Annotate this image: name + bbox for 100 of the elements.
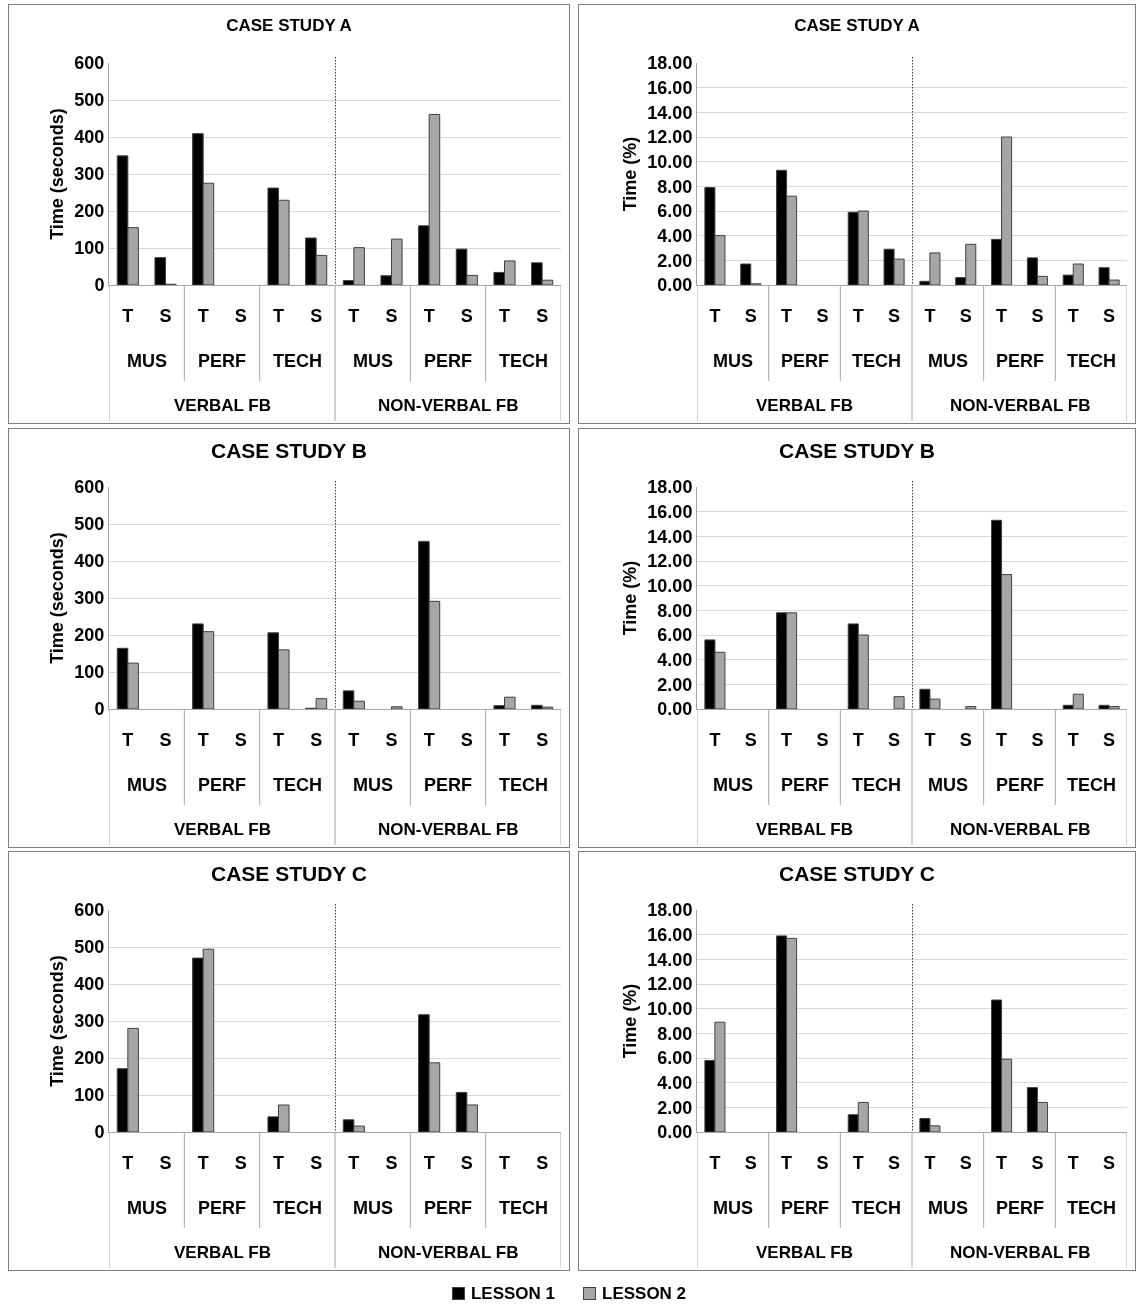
x-tick-label: S: [1031, 1152, 1044, 1173]
x-tick-label: S: [888, 729, 901, 750]
text: NON-VERBAL FB: [950, 820, 1091, 839]
y-tick-label: 600: [74, 900, 105, 921]
y-axis-title: Time (%): [619, 560, 640, 636]
x-tick-label: T: [348, 729, 360, 750]
x-tick-label: S: [460, 1152, 473, 1173]
text: MUS: [127, 1198, 167, 1218]
text: VERBAL FB: [756, 820, 853, 839]
x-tick-label: S: [159, 1152, 172, 1173]
y-tick-label: 500: [74, 937, 105, 958]
y-tick-label: 300: [74, 1011, 105, 1032]
x-tick-label: T: [781, 305, 793, 326]
x-tick-label: T: [122, 729, 134, 750]
x-tick-label: T: [996, 1152, 1008, 1173]
y-tick-label: 0.00: [657, 699, 693, 720]
y-tick-label: 0: [94, 699, 105, 720]
y-tick-label: 600: [74, 53, 105, 74]
y-tick-label: 18.00: [647, 477, 693, 498]
x-tick-label: S: [1031, 729, 1044, 750]
x-tick-label: S: [385, 305, 398, 326]
x-tick-label: S: [310, 1152, 323, 1173]
x-tick-label: T: [122, 1152, 134, 1173]
x-tick-label: S: [159, 305, 172, 326]
y-tick-label: 200: [74, 625, 105, 646]
y-tick-label: 16.00: [647, 924, 693, 945]
x-tick-label: T: [781, 1152, 793, 1173]
y-tick-label: 16.00: [647, 77, 693, 98]
text: TECH: [852, 775, 901, 795]
text: MUS: [353, 775, 393, 795]
text: PERF: [424, 1198, 473, 1218]
y-tick-label: 10.00: [647, 998, 693, 1019]
y-tick-label: 100: [74, 238, 105, 259]
x-tick-label: T: [924, 305, 936, 326]
x-tick-label: S: [959, 729, 972, 750]
text: NON-VERBAL FB: [378, 1243, 519, 1262]
y-tick-label: 400: [74, 127, 105, 148]
x-tick-label: S: [816, 305, 829, 326]
y-axis-title: Time (seconds): [46, 532, 67, 664]
text: TECH: [499, 775, 548, 795]
x-tick-label: T: [852, 305, 864, 326]
text: VERBAL FB: [174, 1243, 271, 1262]
y-tick-label: 500: [74, 514, 105, 535]
x-tick-label: T: [1067, 729, 1079, 750]
chart-title: CASE STUDY B: [211, 438, 367, 462]
y-tick-label: 300: [74, 588, 105, 609]
x-tick-label: T: [1067, 1152, 1079, 1173]
x-tick-label: S: [460, 305, 473, 326]
x-tick-label: T: [348, 1152, 360, 1173]
y-tick-label: 10.00: [647, 575, 693, 596]
x-tick-label: T: [273, 305, 284, 326]
text: MUS: [353, 1198, 393, 1218]
text: MUS: [928, 775, 968, 795]
x-tick-label: T: [197, 729, 209, 750]
text: NON-VERBAL FB: [378, 820, 519, 839]
y-tick-label: 2.00: [657, 674, 693, 695]
y-axis-title: Time (seconds): [46, 108, 67, 240]
y-tick-label: 100: [74, 662, 105, 683]
y-tick-label: 6.00: [657, 625, 693, 646]
x-tick-label: T: [499, 305, 510, 326]
x-tick-label: T: [197, 305, 209, 326]
text: MUS: [713, 775, 753, 795]
chart-title: CASE STUDY B: [779, 438, 935, 462]
y-tick-label: 6.00: [657, 201, 693, 222]
x-tick-label: S: [536, 729, 549, 750]
text: TECH: [273, 775, 322, 795]
x-tick-label: T: [996, 729, 1008, 750]
x-tick-label: S: [310, 729, 323, 750]
text: PERF: [781, 351, 830, 371]
x-tick-label: S: [816, 1152, 829, 1173]
text: MUS: [713, 351, 753, 371]
x-tick-label: S: [959, 305, 972, 326]
text: NON-VERBAL FB: [950, 1243, 1091, 1262]
chart-title: CASE STUDY C: [211, 861, 367, 885]
y-tick-label: 0.00: [657, 275, 693, 296]
text: MUS: [928, 351, 968, 371]
text: PERF: [424, 775, 473, 795]
x-tick-label: T: [499, 1152, 510, 1173]
y-tick-label: 500: [74, 90, 105, 111]
text: PERF: [198, 1198, 247, 1218]
text: MUS: [127, 775, 167, 795]
x-tick-label: S: [385, 1152, 398, 1173]
y-tick-label: 12.00: [647, 551, 693, 572]
text: PERF: [198, 775, 247, 795]
x-tick-label: S: [1103, 729, 1116, 750]
x-tick-label: T: [1067, 305, 1079, 326]
x-tick-label: T: [924, 1152, 936, 1173]
x-tick-label: S: [744, 1152, 757, 1173]
x-tick-label: T: [781, 729, 793, 750]
x-tick-label: T: [122, 305, 134, 326]
text: TECH: [852, 351, 901, 371]
x-tick-label: S: [234, 1152, 247, 1173]
y-tick-label: 0.00: [657, 1122, 693, 1143]
x-tick-label: T: [852, 1152, 864, 1173]
text: PERF: [781, 1198, 830, 1218]
x-tick-label: S: [888, 305, 901, 326]
text: MUS: [713, 1198, 753, 1218]
y-tick-label: 4.00: [657, 225, 693, 246]
y-tick-label: 6.00: [657, 1048, 693, 1069]
y-axis-title: Time (seconds): [46, 955, 67, 1087]
